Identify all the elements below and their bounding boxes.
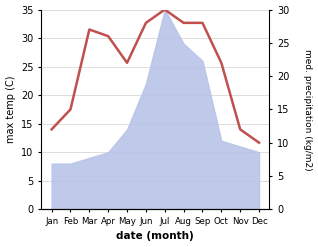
Y-axis label: max temp (C): max temp (C) [5,76,16,143]
Y-axis label: med. precipitation (kg/m2): med. precipitation (kg/m2) [303,49,313,170]
X-axis label: date (month): date (month) [116,231,194,242]
